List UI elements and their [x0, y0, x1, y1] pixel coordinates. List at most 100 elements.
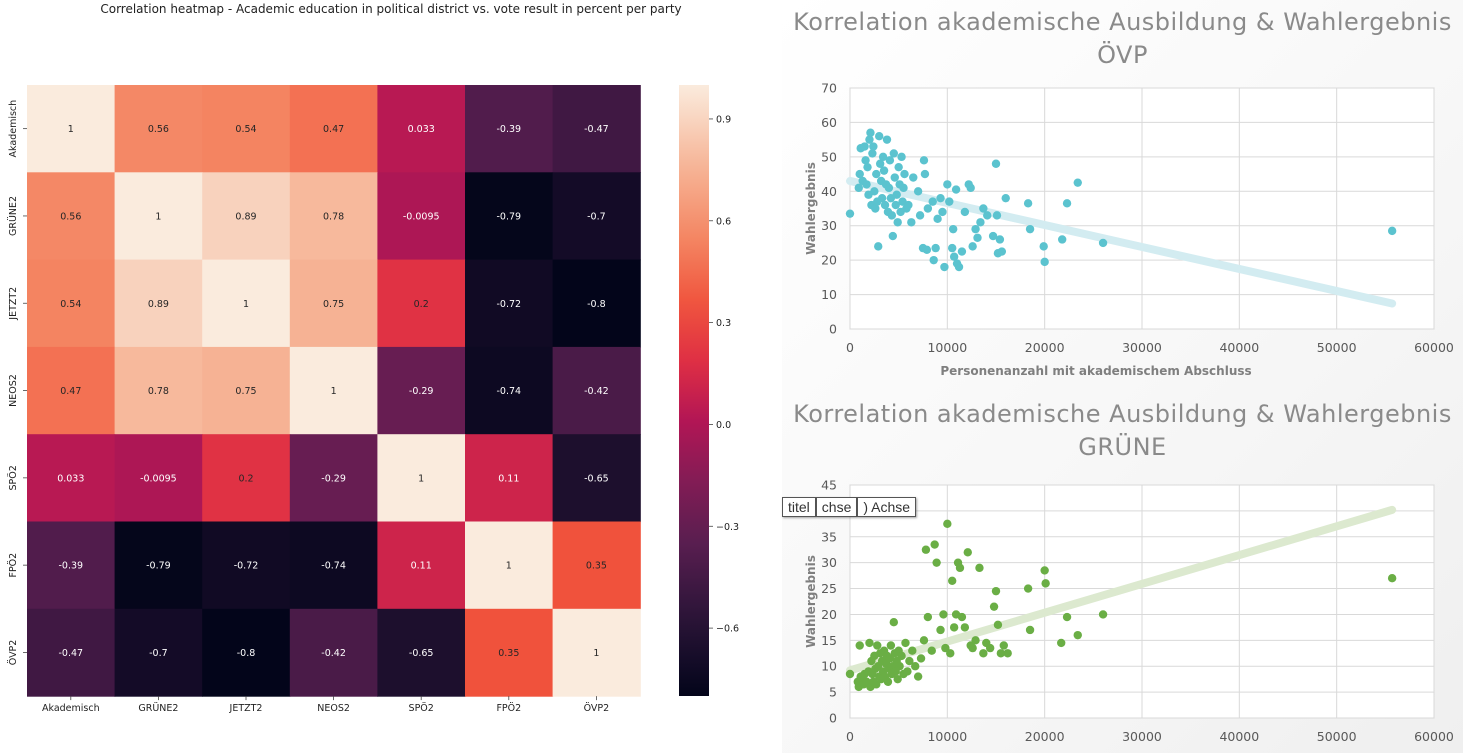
scatter-point	[883, 677, 893, 686]
heatmap-cell-label: -0.0095	[140, 473, 177, 484]
scatter-point	[957, 612, 967, 622]
scatter-point	[901, 638, 910, 648]
scatter-point	[922, 245, 932, 255]
heatmap-cell	[114, 259, 203, 348]
heatmap-cell-label: 0.47	[323, 124, 344, 135]
heatmap-cell	[289, 85, 378, 173]
scatter-point	[845, 209, 855, 218]
heatmap-cell-label: -0.29	[409, 386, 434, 397]
heatmap-cell	[377, 346, 466, 435]
scatter-point	[860, 142, 869, 151]
scatter-point	[940, 262, 949, 272]
heatmap-cell	[465, 434, 554, 523]
x-tick-label: 20000	[1025, 340, 1065, 355]
heatmap-cell	[202, 608, 291, 697]
y-tick-label: 40	[821, 184, 837, 199]
chart-title-gruene: Korrelation akademische Ausbildung & Wah…	[793, 400, 1452, 461]
heatmap-cell	[289, 259, 378, 348]
scatter-point	[889, 149, 898, 158]
scatter-point	[943, 180, 952, 189]
x-tick-label: 50000	[1317, 340, 1357, 355]
scatter-point	[1041, 579, 1050, 588]
scatter-point	[1062, 612, 1072, 622]
scatter-point	[905, 656, 914, 666]
y-tick-label: 30	[821, 218, 837, 233]
heatmap-cell-label: 0.89	[235, 211, 256, 222]
heatmap-cell-label: -0.42	[584, 386, 609, 397]
y-tick-label: 30	[821, 555, 837, 570]
heatmap-cell-label: 0.2	[238, 473, 253, 484]
chart-title-oevp: Korrelation akademische Ausbildung & Wah…	[793, 8, 1452, 69]
scatter-point	[963, 548, 972, 557]
scatter-point	[1001, 193, 1010, 203]
heatmap-cell-label: -0.47	[59, 648, 84, 659]
scatter-point	[871, 204, 880, 213]
tooltip-axis[interactable]: chse	[815, 497, 858, 517]
scatter-point	[916, 654, 926, 663]
tooltip-chart-title[interactable]: titel	[782, 497, 816, 517]
scatter-point	[1025, 625, 1035, 635]
heatmap-col-labels: Akademisch GRÜNE2 JETZT2 NEOS2 SPÖ2 FPÖ2 ÖVP2	[42, 696, 609, 714]
x-tick-label: 0	[846, 340, 854, 355]
scatter-point	[1040, 257, 1049, 267]
scatter-point	[955, 563, 965, 573]
scatter-point	[1057, 235, 1067, 244]
scatter-points	[845, 519, 1397, 692]
scatter-point	[879, 166, 889, 175]
scatter-point	[875, 132, 884, 141]
heatmap-cell-label: -0.29	[321, 473, 346, 484]
scatter-point	[1098, 610, 1108, 619]
scatter-point	[855, 169, 864, 179]
scatter-point	[946, 649, 955, 658]
scatter-point	[899, 183, 908, 193]
scatter-point	[893, 218, 902, 227]
colorbar-tick-label: 0.3	[716, 318, 731, 329]
heatmap-col-label: FPÖ2	[496, 703, 521, 714]
y-tick-label: 20	[821, 253, 837, 268]
heatmap-col-label: Akademisch	[42, 703, 100, 714]
heatmap-cell	[114, 608, 203, 697]
heatmap-cell-label: 0.54	[60, 299, 81, 310]
y-tick-label: 15	[821, 633, 837, 648]
scatter-point	[884, 183, 894, 193]
y-axis-label: Wahlergebnis	[804, 162, 818, 255]
y-tick-label: 70	[821, 81, 837, 96]
scatter-point	[930, 540, 939, 549]
y-tick-label: 35	[821, 529, 837, 544]
y-tick-label: 0	[829, 711, 837, 726]
heatmap-cell	[202, 172, 291, 261]
heatmap-cell	[289, 521, 378, 610]
heatmap-col-label: SPÖ2	[409, 703, 434, 714]
scatter-point	[861, 156, 870, 165]
scatter-point	[889, 618, 898, 627]
heatmap-cell-label: 1	[506, 561, 512, 572]
heatmap-cell-label: 0.54	[235, 124, 256, 135]
tooltip-axis-secondary[interactable]: ) Achse	[857, 497, 917, 517]
x-tick-label: 10000	[927, 340, 967, 355]
heatmap-cell	[552, 172, 641, 261]
heatmap-cell-label: -0.7	[149, 648, 168, 659]
heatmap-cell-label: 0.35	[586, 561, 607, 572]
scatter-point	[1073, 630, 1082, 640]
scatter-point	[1387, 226, 1397, 236]
scatter-point	[929, 255, 938, 265]
y-tick-label: 10	[821, 659, 837, 674]
y-axis-label: Wahlergebnis	[804, 555, 818, 648]
heatmap-cell-label: -0.65	[584, 473, 609, 484]
heatmap-row-label: GRÜNE2	[8, 196, 19, 236]
scatter-point	[968, 643, 977, 653]
heatmap-cell	[202, 434, 291, 523]
heatmap-cell-label: 1	[243, 299, 249, 310]
heatmap-col-label: GRÜNE2	[138, 703, 178, 714]
heatmap-cell-label: 1	[331, 386, 337, 397]
heatmap-cell-label: 0.11	[411, 561, 432, 572]
scatter-point	[865, 135, 874, 144]
scatter-point	[949, 252, 959, 261]
x-tick-label: 60000	[1414, 340, 1454, 355]
heatmap-cell-label: -0.7	[587, 211, 606, 222]
heatmap-cell	[465, 608, 554, 697]
scatter-point	[976, 218, 985, 227]
heatmap-row-label: Akademisch	[8, 100, 19, 158]
scatter-point	[865, 638, 874, 648]
heatmap-cell	[552, 346, 641, 435]
